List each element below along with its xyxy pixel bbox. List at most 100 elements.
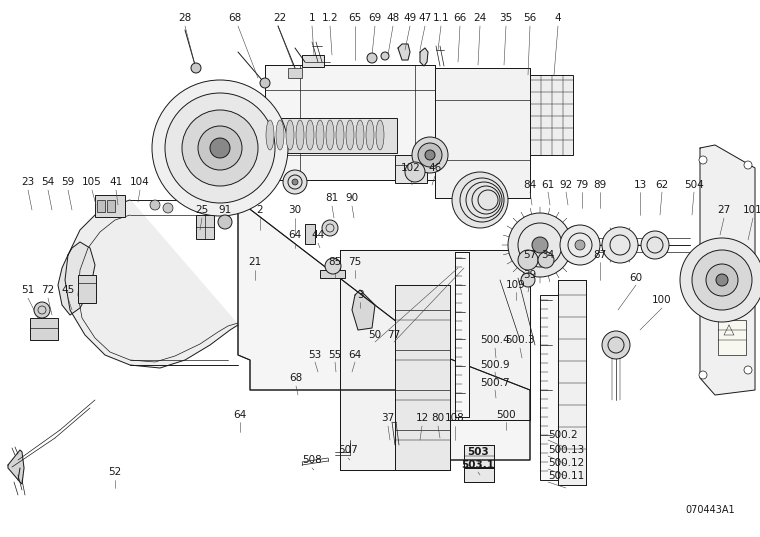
Bar xyxy=(464,445,494,467)
Text: 504: 504 xyxy=(684,180,704,190)
Bar xyxy=(435,68,530,198)
Text: 64: 64 xyxy=(233,410,247,420)
Circle shape xyxy=(165,93,275,203)
Ellipse shape xyxy=(276,120,284,150)
Text: 46: 46 xyxy=(429,163,442,173)
Text: 503.1: 503.1 xyxy=(461,460,495,470)
Text: 25: 25 xyxy=(195,205,209,215)
Circle shape xyxy=(412,137,448,173)
Circle shape xyxy=(518,250,538,270)
Text: 1: 1 xyxy=(309,13,315,23)
Text: 90: 90 xyxy=(346,193,359,203)
Text: 53: 53 xyxy=(309,350,321,360)
Ellipse shape xyxy=(266,120,274,150)
Text: 34: 34 xyxy=(541,250,555,260)
Ellipse shape xyxy=(376,120,384,150)
Text: 2: 2 xyxy=(257,205,263,215)
Text: 101: 101 xyxy=(743,205,760,215)
Circle shape xyxy=(367,53,377,63)
Text: 52: 52 xyxy=(109,467,122,477)
Bar xyxy=(288,68,302,78)
Ellipse shape xyxy=(316,120,324,150)
Text: 92: 92 xyxy=(559,180,572,190)
Text: 64: 64 xyxy=(288,230,302,240)
Bar xyxy=(525,75,573,155)
Polygon shape xyxy=(8,450,24,484)
Circle shape xyxy=(680,238,760,322)
Circle shape xyxy=(218,215,232,229)
Polygon shape xyxy=(700,145,755,395)
Circle shape xyxy=(152,80,288,216)
Text: 77: 77 xyxy=(388,330,401,340)
Text: 61: 61 xyxy=(541,180,555,190)
Text: 85: 85 xyxy=(328,257,342,267)
Text: 28: 28 xyxy=(179,13,192,23)
Bar xyxy=(718,320,746,355)
Bar xyxy=(320,270,345,278)
Circle shape xyxy=(191,63,201,73)
Circle shape xyxy=(744,366,752,374)
Text: 39: 39 xyxy=(524,270,537,280)
Circle shape xyxy=(452,172,508,228)
Text: 50: 50 xyxy=(369,330,382,340)
Text: 91: 91 xyxy=(218,205,232,215)
Circle shape xyxy=(508,213,572,277)
Bar xyxy=(265,65,435,180)
Bar xyxy=(395,285,450,470)
Circle shape xyxy=(283,170,307,194)
Text: 87: 87 xyxy=(594,250,606,260)
Text: 59: 59 xyxy=(62,177,74,187)
Bar xyxy=(558,280,586,485)
Text: 47: 47 xyxy=(418,13,432,23)
Text: 102: 102 xyxy=(401,163,421,173)
Text: 72: 72 xyxy=(41,285,55,295)
Circle shape xyxy=(692,250,752,310)
Circle shape xyxy=(602,227,638,263)
Polygon shape xyxy=(58,242,95,315)
Circle shape xyxy=(425,150,435,160)
Text: 89: 89 xyxy=(594,180,606,190)
Bar xyxy=(196,215,214,239)
Text: 79: 79 xyxy=(575,180,589,190)
Text: 69: 69 xyxy=(369,13,382,23)
Text: 500: 500 xyxy=(496,410,516,420)
Ellipse shape xyxy=(326,120,334,150)
Bar xyxy=(435,68,530,198)
Text: 55: 55 xyxy=(328,350,342,360)
Circle shape xyxy=(466,182,502,218)
Text: 62: 62 xyxy=(655,180,669,190)
Bar xyxy=(107,200,115,212)
Bar xyxy=(302,55,324,67)
Text: 27: 27 xyxy=(717,205,730,215)
Bar xyxy=(558,280,586,485)
Bar xyxy=(265,65,435,180)
Ellipse shape xyxy=(346,120,354,150)
Polygon shape xyxy=(398,44,410,60)
Circle shape xyxy=(260,78,270,88)
Bar xyxy=(464,445,494,467)
Text: 500.12: 500.12 xyxy=(548,458,584,468)
Bar xyxy=(464,468,494,482)
Circle shape xyxy=(744,161,752,169)
Bar xyxy=(97,200,105,212)
Circle shape xyxy=(198,126,242,170)
Text: 80: 80 xyxy=(432,413,445,423)
Text: 104: 104 xyxy=(130,177,150,187)
Text: 21: 21 xyxy=(249,257,261,267)
Text: 65: 65 xyxy=(348,13,362,23)
Polygon shape xyxy=(420,48,428,66)
Circle shape xyxy=(560,225,600,265)
Text: 070443A1: 070443A1 xyxy=(686,505,735,515)
Text: 500.11: 500.11 xyxy=(548,471,584,481)
Bar xyxy=(30,318,58,340)
Bar xyxy=(395,155,427,183)
Circle shape xyxy=(460,178,504,222)
Text: 500.9: 500.9 xyxy=(480,360,510,370)
Text: 84: 84 xyxy=(524,180,537,190)
Circle shape xyxy=(292,179,298,185)
Bar xyxy=(305,224,315,244)
Circle shape xyxy=(532,237,548,253)
Circle shape xyxy=(602,331,630,359)
Circle shape xyxy=(699,156,707,164)
Text: 44: 44 xyxy=(312,230,325,240)
